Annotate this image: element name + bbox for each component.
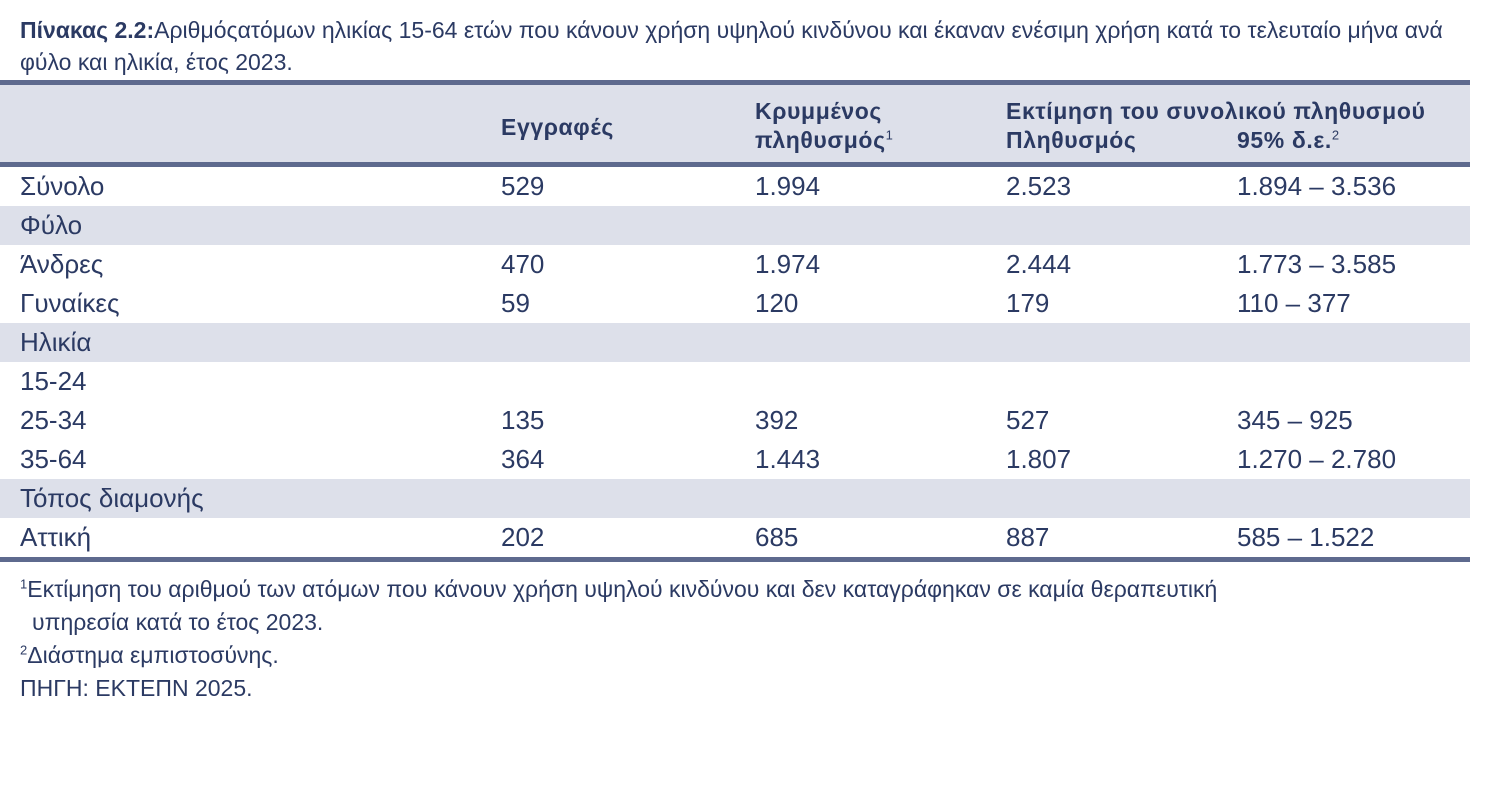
- table-body: Σύνολο 529 1.994 2.523 1.894 – 3.536 Φύλο Άνδρ…: [0, 167, 1470, 557]
- footnote-1-line1: Εκτίμηση του αριθμού των ατόμων που κάνο…: [27, 576, 1218, 602]
- footnote-1: 1Εκτίμηση του αριθμού των ατόμων που κάν…: [20, 573, 1460, 606]
- data-table: Εγγραφές Κρυμμένος πληθυσμός1 Εκτίμηση τ…: [0, 80, 1470, 562]
- header-ci-footnote-ref: 2: [1331, 127, 1340, 143]
- cell-confidence-interval: 110 – 377: [1237, 288, 1351, 318]
- caption-label: Πίνακας 2.2:: [20, 17, 155, 43]
- table-row: 15-24: [0, 362, 1470, 401]
- cell-population: 2.523: [1006, 171, 1072, 201]
- row-label: Άνδρες: [20, 249, 104, 279]
- cell-hidden-population: 392: [755, 405, 799, 435]
- table-header: Εγγραφές Κρυμμένος πληθυσμός1 Εκτίμηση τ…: [0, 85, 1470, 162]
- header-hidden-population: Κρυμμένος πληθυσμός1: [755, 97, 893, 155]
- row-label: 35-64: [20, 444, 87, 474]
- cell-confidence-interval: 345 – 925: [1237, 405, 1353, 435]
- cell-hidden-population: 685: [755, 522, 799, 552]
- table-row: Αττική 202 685 887 585 – 1.522: [0, 518, 1470, 557]
- cell-hidden-population: 1.994: [755, 171, 821, 201]
- table-row: 35-64 364 1.443 1.807 1.270 – 2.780: [0, 440, 1470, 479]
- table-header-rule: [0, 162, 1470, 167]
- section-row: Τόπος διαμονής: [0, 479, 1470, 518]
- cell-confidence-interval: 585 – 1.522: [1237, 522, 1375, 552]
- footnote-1-cont: υπηρεσία κατά το έτος 2023.: [32, 609, 324, 635]
- header-hidden-footnote-ref: 1: [885, 127, 894, 143]
- row-label: Φύλο: [20, 210, 83, 240]
- source-note: ΠΗΓΗ: ΕΚΤΕΠΝ 2025.: [20, 675, 253, 701]
- header-registrations: Εγγραφές: [501, 114, 614, 140]
- table-row: Άνδρες 470 1.974 2.444 1.773 – 3.585: [0, 245, 1470, 284]
- section-row: Φύλο: [0, 206, 1470, 245]
- table-caption: Πίνακας 2.2:Αριθμόςατόμων ηλικίας 15-64 …: [20, 14, 1460, 78]
- cell-registrations: 364: [501, 444, 545, 474]
- cell-hidden-population: 120: [755, 288, 799, 318]
- row-label: Αττική: [20, 522, 92, 552]
- cell-population: 527: [1006, 405, 1050, 435]
- cell-registrations: 202: [501, 522, 545, 552]
- footnotes: 1Εκτίμηση του αριθμού των ατόμων που κάν…: [20, 573, 1460, 705]
- row-label: 15-24: [20, 366, 87, 396]
- cell-registrations: 529: [501, 171, 545, 201]
- cell-registrations: 59: [501, 288, 530, 318]
- cell-population: 179: [1006, 288, 1050, 318]
- cell-confidence-interval: 1.270 – 2.780: [1237, 444, 1397, 474]
- cell-confidence-interval: 1.894 – 3.536: [1237, 171, 1397, 201]
- cell-population: 2.444: [1006, 249, 1072, 279]
- table-row: Γυναίκες 59 120 179 110 – 377: [0, 284, 1470, 323]
- cell-confidence-interval: 1.773 – 3.585: [1237, 249, 1397, 279]
- header-ci-label: 95% δ.ε.: [1237, 127, 1332, 153]
- table-row: Σύνολο 529 1.994 2.523 1.894 – 3.536: [0, 167, 1470, 206]
- table-top-rule: [0, 80, 1470, 85]
- row-label: Γυναίκες: [20, 288, 120, 318]
- header-estimate-group: Εκτίμηση του συνολικού πληθυσμού: [1006, 98, 1426, 124]
- cell-hidden-population: 1.974: [755, 249, 821, 279]
- cell-hidden-population: 1.443: [755, 444, 821, 474]
- footnote-1-marker: 1: [20, 576, 28, 592]
- header-confidence-interval: 95% δ.ε.2: [1237, 126, 1340, 155]
- footnote-2-text: Διάστημα εμπιστοσύνης.: [27, 642, 279, 668]
- cell-registrations: 470: [501, 249, 545, 279]
- footnote-2: 2Διάστημα εμπιστοσύνης.: [20, 639, 1460, 672]
- header-population: Πληθυσμός: [1006, 127, 1137, 153]
- row-label: 25-34: [20, 405, 87, 435]
- row-label: Τόπος διαμονής: [20, 483, 204, 513]
- header-hidden-line1: Κρυμμένος: [755, 98, 882, 124]
- cell-population: 1.807: [1006, 444, 1072, 474]
- footnote-2-marker: 2: [20, 642, 28, 658]
- caption-text: Αριθμόςατόμων ηλικίας 15-64 ετών που κάν…: [20, 17, 1443, 75]
- header-hidden-line2: πληθυσμός: [755, 127, 886, 153]
- row-label: Σύνολο: [20, 171, 105, 201]
- table-row: 25-34 135 392 527 345 – 925: [0, 401, 1470, 440]
- section-row: Ηλικία: [0, 323, 1470, 362]
- cell-registrations: 135: [501, 405, 545, 435]
- cell-population: 887: [1006, 522, 1050, 552]
- table-bottom-rule: [0, 557, 1470, 562]
- row-label: Ηλικία: [20, 327, 92, 357]
